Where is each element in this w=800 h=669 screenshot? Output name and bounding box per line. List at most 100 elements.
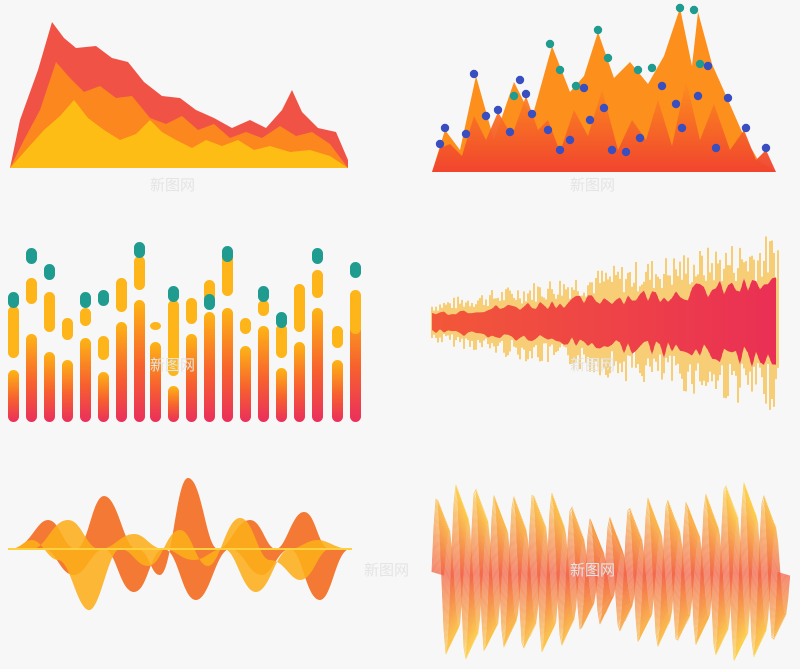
equalizer-cap bbox=[222, 246, 233, 262]
equalizer-bar bbox=[222, 308, 233, 422]
marker-dot bbox=[657, 81, 667, 91]
equalizer-bar bbox=[80, 338, 91, 422]
oscillation-line bbox=[441, 509, 789, 642]
oscillation-line bbox=[435, 492, 783, 655]
marker-dot bbox=[593, 25, 603, 35]
noise-waveform bbox=[431, 236, 779, 410]
equalizer-bar bbox=[98, 372, 109, 422]
equalizer-cap bbox=[276, 312, 287, 328]
equalizer-cap bbox=[80, 292, 91, 308]
equalizer-bar bbox=[134, 300, 145, 422]
equalizer-bar bbox=[258, 300, 269, 316]
marker-dot bbox=[505, 127, 515, 137]
marker-dot bbox=[543, 125, 553, 135]
marker-dot bbox=[703, 61, 713, 71]
marker-dot bbox=[741, 123, 751, 133]
equalizer-bar bbox=[258, 326, 269, 422]
marker-dot bbox=[723, 93, 733, 103]
equalizer-cap bbox=[8, 292, 19, 308]
equalizer-cap bbox=[98, 290, 109, 306]
equalizer-cap bbox=[168, 286, 179, 302]
watermark-5: 新图网 bbox=[364, 561, 409, 579]
equalizer-cap bbox=[204, 294, 215, 310]
wave-layer-yellow bbox=[10, 518, 350, 611]
marker-dot bbox=[435, 139, 445, 149]
area-layer-yellow bbox=[10, 100, 348, 168]
marker-dot bbox=[761, 143, 771, 153]
equalizer-cap bbox=[350, 262, 361, 278]
marker-dot bbox=[515, 75, 525, 85]
oscillation-line bbox=[436, 494, 783, 653]
equalizer-bar bbox=[116, 322, 127, 422]
equalizer-cap bbox=[44, 264, 55, 280]
noise-core bbox=[432, 277, 776, 368]
equalizer-bar bbox=[44, 292, 55, 332]
equalizer-bar bbox=[186, 334, 197, 422]
equalizer-bar bbox=[204, 312, 215, 422]
watermark-6: 新图网 bbox=[570, 561, 615, 579]
marker-dot bbox=[693, 91, 703, 101]
marker-dot bbox=[689, 5, 699, 15]
marker-dot bbox=[440, 123, 450, 133]
equalizer-bar bbox=[116, 278, 127, 312]
equalizer-bar bbox=[98, 336, 109, 360]
equalizer-bar bbox=[294, 342, 305, 422]
equalizer-bar bbox=[312, 308, 323, 422]
equalizer-bar bbox=[186, 298, 197, 324]
equalizer-cap bbox=[26, 248, 37, 264]
marker-dot bbox=[521, 89, 531, 99]
equalizer-bar bbox=[62, 360, 73, 422]
equalizer-cap bbox=[258, 286, 269, 302]
equalizer-bar bbox=[350, 290, 361, 334]
equalizer-cap bbox=[134, 242, 145, 258]
marker-dot bbox=[469, 69, 479, 79]
marker-dot bbox=[675, 3, 685, 13]
equalizer-bar bbox=[312, 270, 323, 298]
peak-layer-front bbox=[432, 80, 776, 172]
equalizer-bar bbox=[294, 284, 305, 332]
marker-dot bbox=[555, 65, 565, 75]
equalizer-bar bbox=[26, 334, 37, 422]
equalizer-bar bbox=[276, 324, 287, 358]
equalizer-bar bbox=[168, 300, 179, 376]
marker-dot bbox=[493, 105, 503, 115]
oscillation-line bbox=[437, 499, 785, 649]
oscillation-line bbox=[438, 502, 786, 648]
oscillation-line bbox=[443, 514, 791, 638]
marker-dot bbox=[565, 135, 575, 145]
marker-dot bbox=[545, 39, 555, 49]
oscillation-line bbox=[440, 507, 788, 644]
marker-dot bbox=[555, 145, 565, 155]
marker-dot bbox=[677, 123, 687, 133]
layered-area-wave bbox=[10, 22, 348, 168]
marker-dot bbox=[509, 91, 519, 101]
marker-dot bbox=[671, 99, 681, 109]
marker-dot bbox=[461, 129, 471, 139]
marker-dot bbox=[635, 133, 645, 143]
marker-dot bbox=[711, 143, 721, 153]
equalizer-bar bbox=[134, 256, 145, 290]
equalizer-bar bbox=[80, 308, 91, 326]
oscillation-line bbox=[434, 490, 782, 655]
watermark-4: 新图网 bbox=[570, 356, 615, 374]
marker-dot bbox=[599, 103, 609, 113]
equalizer-bar bbox=[62, 318, 73, 340]
marker-dot bbox=[585, 115, 595, 125]
equalizer-bar bbox=[26, 278, 37, 304]
equalizer-bar bbox=[44, 352, 55, 422]
marker-dot bbox=[603, 53, 613, 63]
marker-dot bbox=[695, 59, 705, 69]
equalizer-cap bbox=[312, 248, 323, 264]
equalizer-bar bbox=[8, 370, 19, 422]
marker-dot bbox=[647, 63, 657, 73]
marker-dot bbox=[481, 111, 491, 121]
marker-dot bbox=[579, 83, 589, 93]
equalizer-bar bbox=[168, 386, 179, 422]
marker-dot bbox=[571, 81, 581, 91]
equalizer-bar bbox=[8, 306, 19, 358]
peak-chart-with-markers bbox=[432, 3, 776, 172]
equalizer-bar bbox=[240, 346, 251, 422]
equalizer-bar bbox=[150, 342, 161, 422]
marker-dot bbox=[621, 147, 631, 157]
